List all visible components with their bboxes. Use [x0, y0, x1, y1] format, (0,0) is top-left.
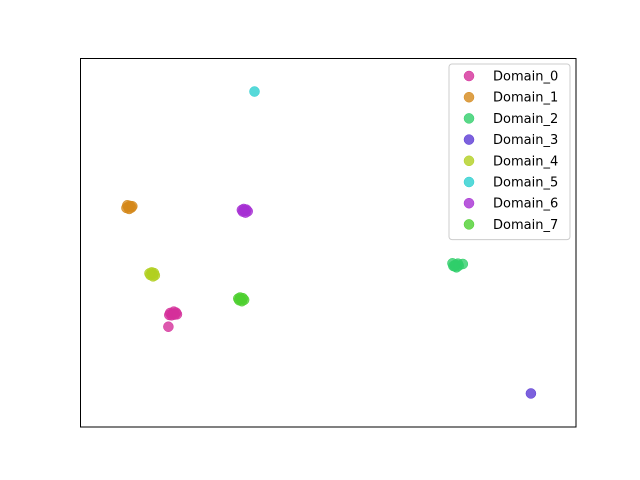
series-domain-3 [525, 388, 537, 399]
legend-marker [463, 197, 475, 209]
legend-label: Domain_0 [493, 70, 558, 85]
data-point [233, 293, 244, 304]
series-domain-4 [144, 267, 161, 282]
data-point [144, 268, 155, 279]
legend-label: Domain_3 [493, 133, 558, 148]
legend-box [448, 63, 571, 241]
legend-label: Domain_6 [493, 197, 558, 212]
data-point [525, 388, 537, 399]
legend-marker [463, 134, 475, 145]
legend-label: Domain_1 [493, 91, 558, 106]
legend-marker [463, 70, 475, 82]
series-domain-7 [233, 292, 250, 307]
series-domain-0 [163, 306, 183, 332]
legend-marker [463, 91, 475, 103]
legend-marker [463, 219, 475, 230]
legend-marker [463, 176, 475, 188]
data-point [171, 309, 183, 320]
legend-label: Domain_4 [493, 154, 558, 169]
data-point [449, 261, 460, 272]
data-point [127, 201, 138, 212]
legend-marker [463, 113, 475, 124]
legend-label: Domain_7 [493, 218, 558, 233]
legend-label: Domain_2 [493, 112, 558, 127]
data-point [249, 86, 260, 97]
data-point [163, 321, 174, 332]
legend: Domain_0 Domain_1 Domain_2 Domain_3 Domain_4… [448, 63, 571, 241]
legend-label: Domain_5 [493, 176, 558, 191]
series-domain-6 [236, 203, 253, 218]
legend-marker [463, 155, 475, 167]
data-point [236, 204, 248, 216]
series-domain-2 [447, 258, 469, 273]
scatter-marks [121, 86, 537, 399]
series-domain-1 [121, 200, 138, 215]
plot-frame [80, 58, 577, 428]
series-domain-5 [249, 86, 260, 97]
